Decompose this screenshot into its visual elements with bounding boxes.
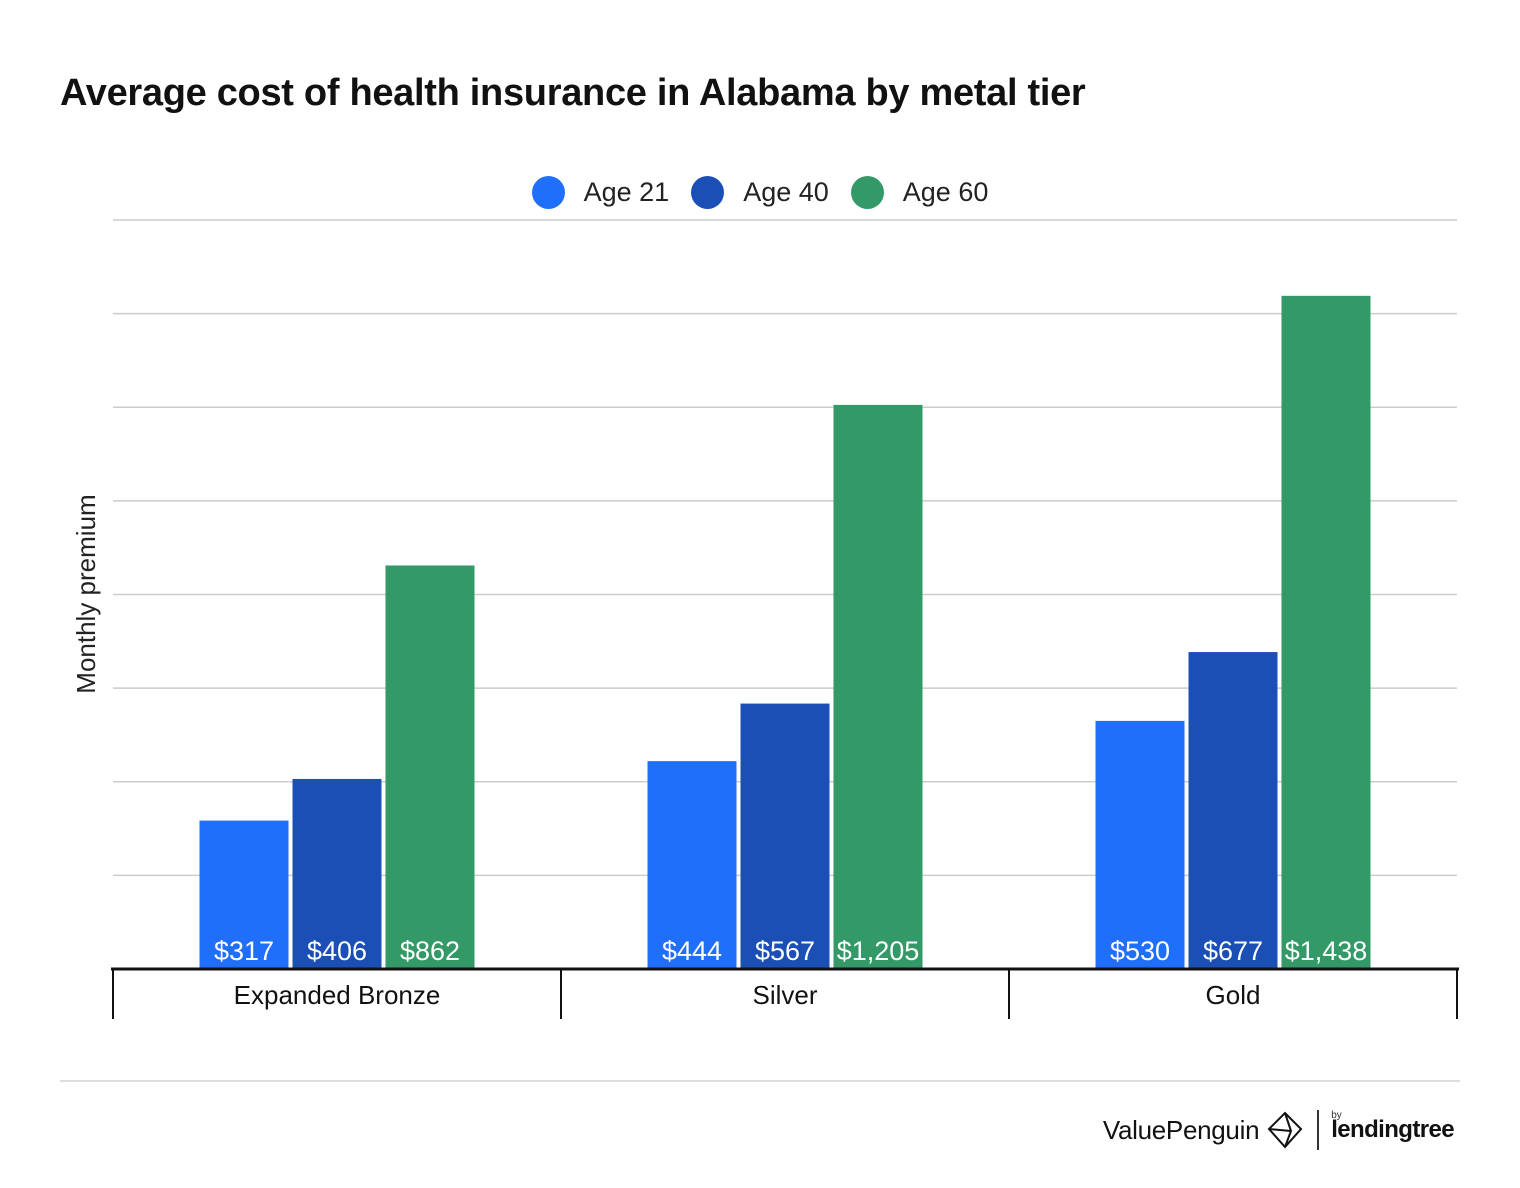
brand-by-text: by (1331, 1110, 1342, 1121)
legend-swatch-age-60 (850, 176, 884, 209)
legend-label-age-40: Age 40 (743, 177, 829, 207)
bar (292, 778, 382, 969)
brand-logo: ValuePenguin by lendingtree (1102, 1110, 1455, 1150)
bar-value-label: $677 (1203, 936, 1263, 966)
legend-label-age-21: Age 21 (583, 177, 670, 207)
bar-chart: Monthly premium $317 $406 $862 Expanded Bron… (71, 219, 1459, 1019)
bar (647, 761, 737, 969)
lendingtree-wordmark-wrap: by lendingtree (1331, 1110, 1454, 1144)
bar (199, 820, 289, 969)
bar-value-label: $406 (307, 936, 367, 966)
bar-value-label: $1,438 (1285, 936, 1368, 966)
bar (1095, 720, 1185, 969)
legend-item-age-21: Age 21 (531, 176, 670, 209)
lendingtree-wordmark: lendingtree (1331, 1116, 1454, 1143)
bar (1281, 295, 1371, 969)
valuepenguin-icon (1267, 1111, 1303, 1149)
footer-divider (60, 1080, 1460, 1082)
bar-value-label: $567 (755, 936, 815, 966)
chart-legend: Age 21 Age 40 Age 60 (0, 176, 1520, 209)
legend-label-age-60: Age 60 (902, 177, 989, 207)
bar (1188, 652, 1278, 969)
legend-item-age-40: Age 40 (691, 176, 829, 209)
legend-swatch-age-21 (531, 176, 565, 209)
bar-value-label: $1,205 (837, 936, 920, 966)
legend-swatch-age-40 (691, 176, 725, 209)
valuepenguin-wordmark: ValuePenguin (1102, 1114, 1260, 1145)
x-tick-label: Gold (1206, 980, 1261, 1010)
legend-item-age-60: Age 60 (850, 176, 989, 209)
bar-value-label: $862 (400, 936, 460, 966)
bar-value-label: $317 (214, 936, 274, 966)
x-tick-label: Silver (752, 980, 817, 1010)
brand-separator (1317, 1110, 1320, 1150)
chart-title: Average cost of health insurance in Alab… (60, 72, 1086, 114)
bar (740, 703, 830, 969)
bar-value-label: $530 (1110, 936, 1170, 966)
x-tick-label: Expanded Bronze (234, 980, 441, 1010)
bar-value-label: $444 (662, 936, 722, 966)
y-axis-label: Monthly premium (71, 494, 101, 693)
bar (385, 565, 475, 969)
bar (833, 404, 923, 969)
